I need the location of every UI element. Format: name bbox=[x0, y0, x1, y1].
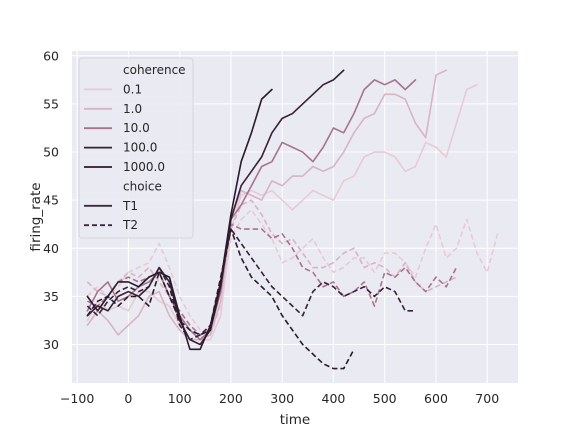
legend-label: 10.0 bbox=[123, 121, 150, 135]
legend-style-title: choice bbox=[123, 179, 162, 193]
y-tick-label: 35 bbox=[43, 289, 59, 304]
legend-box bbox=[78, 57, 194, 239]
legend-label: 0.1 bbox=[123, 82, 142, 96]
x-tick-label: 200 bbox=[219, 391, 243, 406]
series-line-100.0-T2 bbox=[86, 228, 416, 341]
y-axis-label: firing_rate bbox=[28, 182, 44, 251]
legend-label: T1 bbox=[122, 199, 138, 213]
legend-label: T2 bbox=[122, 218, 138, 232]
series-line-100.0-T1 bbox=[86, 69, 345, 346]
series-line-10.0-T1 bbox=[86, 79, 417, 341]
series-line-0.1-T2 bbox=[86, 208, 499, 336]
x-tick-label: 700 bbox=[475, 391, 499, 406]
x-tick-label: 600 bbox=[424, 391, 448, 406]
series-line-1000.0-T1 bbox=[86, 88, 273, 351]
x-tick-label: 0 bbox=[124, 391, 132, 406]
x-tick-label: 100 bbox=[168, 391, 192, 406]
y-tick-label: 55 bbox=[43, 96, 59, 111]
y-tick-label: 60 bbox=[43, 48, 59, 63]
legend-hue-title: coherence bbox=[123, 63, 186, 77]
x-tick-label: 500 bbox=[373, 391, 397, 406]
legend-hue-entries: 0.1 1.0 10.0 100.0 1000.0 bbox=[84, 82, 165, 174]
series-line-1000.0-T2 bbox=[86, 228, 355, 370]
y-tick-label: 40 bbox=[43, 241, 59, 256]
x-axis-label: time bbox=[280, 412, 311, 428]
legend-label: 1000.0 bbox=[123, 160, 165, 174]
x-tick-label: 400 bbox=[322, 391, 346, 406]
x-axis-ticks: −100 0 100 200 300 400 500 600 700 bbox=[60, 391, 499, 406]
y-tick-label: 50 bbox=[43, 145, 59, 160]
series-line-1.0-T1 bbox=[86, 69, 448, 341]
y-tick-label: 45 bbox=[43, 193, 59, 208]
x-tick-label: 300 bbox=[270, 391, 294, 406]
legend-label: 100.0 bbox=[123, 141, 157, 155]
x-tick-label: −100 bbox=[60, 391, 94, 406]
y-axis-ticks: 30 35 40 45 50 55 60 bbox=[43, 48, 59, 352]
legend: coherence 0.1 1.0 10.0 100.0 1000.0 choice T… bbox=[78, 57, 194, 239]
y-tick-label: 30 bbox=[43, 337, 59, 352]
legend-label: 1.0 bbox=[123, 102, 142, 116]
series-lines bbox=[86, 69, 499, 370]
